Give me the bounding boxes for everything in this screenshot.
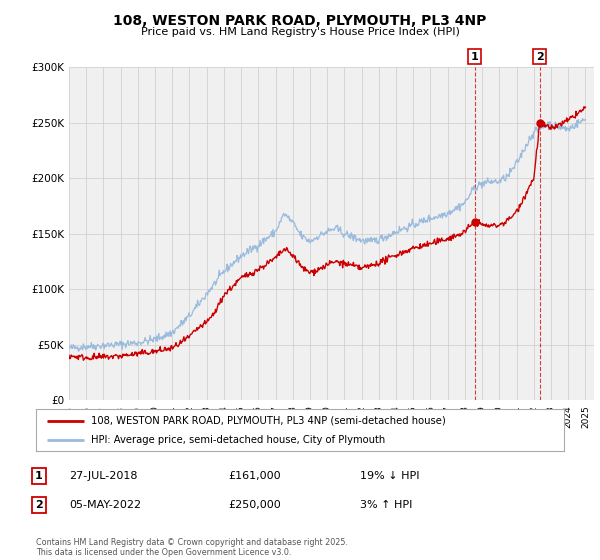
Text: £250,000: £250,000 [228, 500, 281, 510]
Text: 1: 1 [471, 52, 479, 62]
Text: HPI: Average price, semi-detached house, City of Plymouth: HPI: Average price, semi-detached house,… [91, 435, 386, 445]
Text: 1: 1 [35, 471, 43, 481]
Text: 3% ↑ HPI: 3% ↑ HPI [360, 500, 412, 510]
Text: 108, WESTON PARK ROAD, PLYMOUTH, PL3 4NP: 108, WESTON PARK ROAD, PLYMOUTH, PL3 4NP [113, 14, 487, 28]
Text: 27-JUL-2018: 27-JUL-2018 [69, 471, 137, 481]
Text: 2: 2 [536, 52, 544, 62]
Text: Price paid vs. HM Land Registry's House Price Index (HPI): Price paid vs. HM Land Registry's House … [140, 27, 460, 37]
Text: 05-MAY-2022: 05-MAY-2022 [69, 500, 141, 510]
Text: £161,000: £161,000 [228, 471, 281, 481]
Text: 2: 2 [35, 500, 43, 510]
Text: 19% ↓ HPI: 19% ↓ HPI [360, 471, 419, 481]
Text: 108, WESTON PARK ROAD, PLYMOUTH, PL3 4NP (semi-detached house): 108, WESTON PARK ROAD, PLYMOUTH, PL3 4NP… [91, 416, 446, 426]
Text: Contains HM Land Registry data © Crown copyright and database right 2025.
This d: Contains HM Land Registry data © Crown c… [36, 538, 348, 557]
